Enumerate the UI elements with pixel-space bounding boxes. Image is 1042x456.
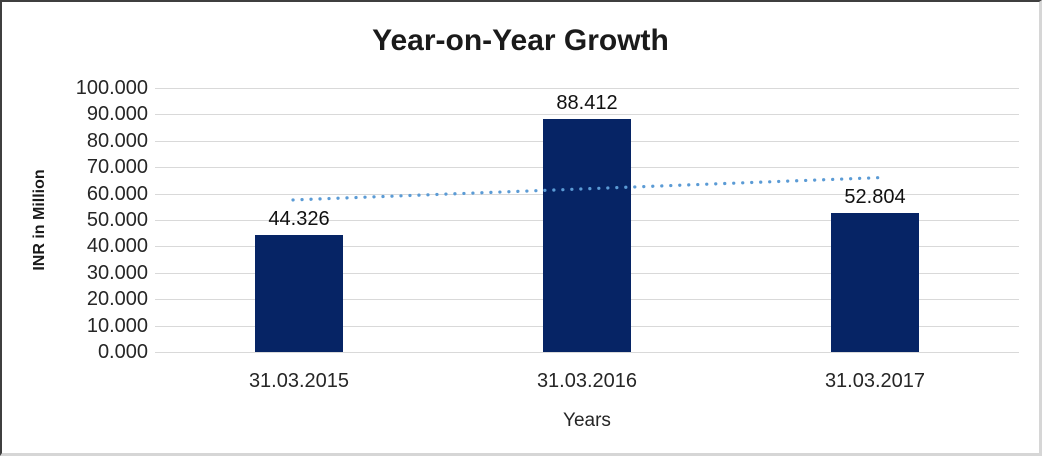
gridline — [155, 114, 1019, 116]
y-axis-tick-label: 70.000 — [86, 156, 148, 179]
bar-31.03.2016 — [543, 118, 631, 352]
y-axis-tick-label: 60.000 — [86, 182, 148, 205]
y-axis-tick-label: 90.000 — [86, 103, 148, 126]
bar-31.03.2017 — [831, 212, 919, 352]
y-axis-tick-label: 50.000 — [86, 209, 148, 231]
plot-area: 44.326 88.412 52.804 — [155, 88, 1019, 353]
chart-title: Year-on-Year Growth — [372, 24, 669, 57]
x-axis-tick-label: 31.03.2015 — [248, 370, 350, 392]
y-axis-tick-label: 0.000 — [97, 341, 148, 363]
y-axis-tick-label: 40.000 — [86, 235, 148, 258]
y-axis-tick-label: 30.000 — [86, 261, 148, 284]
data-label: 88.412 — [556, 91, 618, 114]
y-axis-tick-label: 80.000 — [86, 129, 148, 152]
trendline-path — [291, 175, 885, 202]
x-axis-tick-label: 31.03.2016 — [536, 370, 638, 392]
bar-31.03.2015 — [255, 234, 343, 352]
data-label: 52.804 — [844, 185, 906, 208]
x-axis-title: Years — [563, 410, 611, 431]
x-axis-tick-label: 31.03.2017 — [824, 370, 926, 392]
trendline — [291, 175, 885, 202]
data-label: 44.326 — [268, 207, 330, 230]
gridline — [155, 88, 1019, 89]
gridline — [155, 352, 1019, 353]
y-axis-tick-label: 100.000 — [75, 77, 148, 99]
y-axis-tick-label: 10.000 — [86, 314, 148, 337]
y-axis-tick-label: 20.000 — [86, 288, 148, 311]
